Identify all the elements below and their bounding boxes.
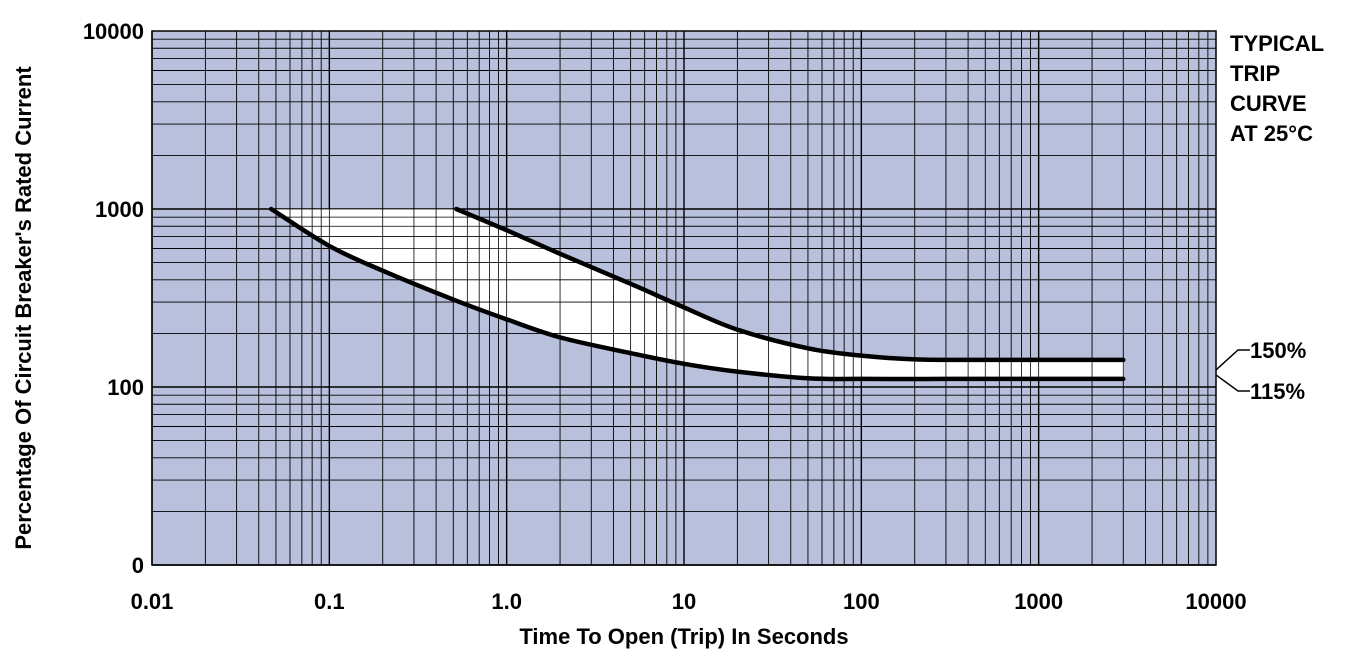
y-axis-title: Percentage Of Circuit Breaker's Rated Cu… bbox=[11, 66, 36, 550]
x-tick-label: 10 bbox=[672, 589, 696, 614]
x-tick-label: 10000 bbox=[1185, 589, 1246, 614]
series-label-leaders: 150% 115% bbox=[1215, 338, 1306, 404]
chart-title-note: TYPICAL TRIP CURVE AT 25°C bbox=[1230, 31, 1324, 146]
trip-band bbox=[271, 209, 1124, 379]
x-tick-label: 100 bbox=[843, 589, 880, 614]
x-tick-labels: 0.01 0.1 1.0 10 100 1000 10000 bbox=[131, 589, 1247, 614]
chart-title-line: TYPICAL bbox=[1230, 31, 1324, 56]
y-tick-label: 100 bbox=[107, 375, 144, 400]
series-line-115pct bbox=[268, 206, 1126, 382]
y-tick-label: 1000 bbox=[95, 197, 144, 222]
x-tick-label: 0.1 bbox=[314, 589, 345, 614]
x-tick-label: 1000 bbox=[1014, 589, 1063, 614]
x-axis-title: Time To Open (Trip) In Seconds bbox=[519, 624, 848, 649]
chart-title-line: AT 25°C bbox=[1230, 121, 1313, 146]
series-curves bbox=[268, 206, 1126, 382]
series-line-150pct bbox=[454, 206, 1126, 363]
x-tick-label: 0.01 bbox=[131, 589, 174, 614]
chart-title-line: CURVE bbox=[1230, 91, 1307, 116]
series-label-leader bbox=[1215, 349, 1250, 371]
y-tick-label: 10000 bbox=[83, 19, 144, 44]
series-label: 115% bbox=[1250, 379, 1305, 404]
series-label-leader bbox=[1215, 374, 1250, 392]
x-tick-label: 1.0 bbox=[491, 589, 522, 614]
y-tick-label: 0 bbox=[132, 553, 144, 578]
chart-title-line: TRIP bbox=[1230, 61, 1280, 86]
y-tick-labels: 0 100 1000 10000 bbox=[83, 19, 144, 578]
series-label: 150% bbox=[1250, 338, 1306, 363]
